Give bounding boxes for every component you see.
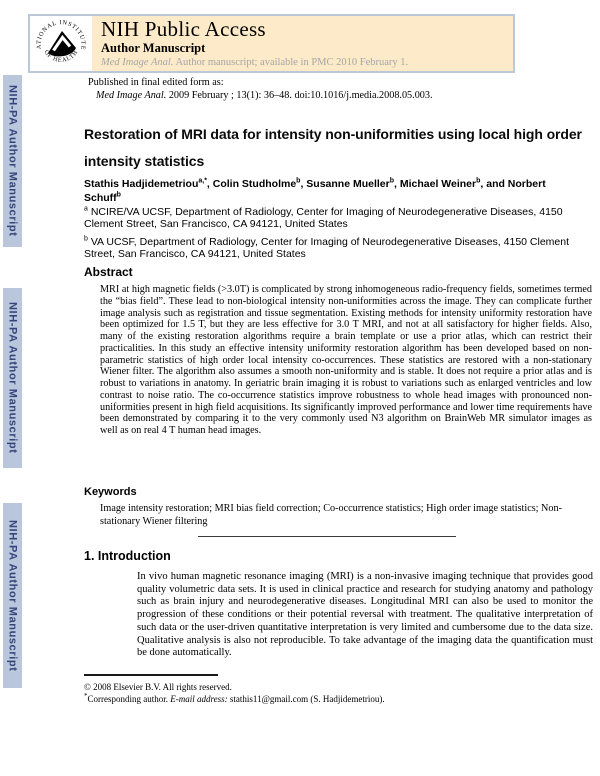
sidebar-watermark-label: NIH-PA Author Manuscript <box>6 85 19 237</box>
section-divider-line <box>198 536 456 537</box>
citation-line: Med Image Anal. 2009 February ; 13(1): 3… <box>96 89 433 102</box>
citation-details: 2009 February ; 13(1): 36–48. doi:10.101… <box>166 90 433 101</box>
keywords-text: Image intensity restoration; MRI bias fi… <box>100 503 562 527</box>
author-list: Stathis Hadjidemetrioua,*, Colin Studhol… <box>84 178 584 205</box>
footnote-block: © 2008 Elsevier B.V. All rights reserved… <box>84 682 564 705</box>
sidebar-watermark-label: NIH-PA Author Manuscript <box>6 519 19 672</box>
nih-header-banner: NATIONAL INSTITUTES OF HEALTH NIH Public… <box>28 14 515 73</box>
pmc-availability-line: Med Image Anal. Author manuscript; avail… <box>101 57 408 69</box>
pmc-journal-name: Med Image Anal. <box>101 57 174 68</box>
nih-seal-icon: NATIONAL INSTITUTES OF HEALTH <box>35 18 86 64</box>
affiliation-text: NCIRE/VA UCSF, Department of Radiology, … <box>84 206 563 230</box>
author-name: , Colin Studholme <box>206 178 297 190</box>
introduction-heading: 1. Introduction <box>84 549 171 563</box>
seal-mark <box>48 30 76 56</box>
footnote-rule <box>84 674 218 676</box>
author-affil-mark: a,* <box>198 177 207 185</box>
affiliation-mark: b <box>84 235 88 243</box>
sidebar-watermark-label: NIH-PA Author Manuscript <box>6 302 19 454</box>
article-title: Restoration of MRI data for intensity no… <box>84 126 582 169</box>
author-name: , and Norbert Schuff <box>84 178 546 204</box>
affiliation-a: a NCIRE/VA UCSF, Department of Radiology… <box>84 205 589 231</box>
affiliation-text: VA UCSF, Department of Radiology, Center… <box>84 236 570 260</box>
abstract-text: MRI at high magnetic fields (>3.0T) is c… <box>100 284 592 436</box>
header-titles: NIH Public Access Author Manuscript Med … <box>92 16 408 71</box>
abstract-heading: Abstract <box>84 265 133 279</box>
author-manuscript-subtitle: Author Manuscript <box>101 41 206 55</box>
footnote-asterisk: * <box>84 691 88 700</box>
published-block: Published in final edited form as: Med I… <box>88 76 433 102</box>
author-affil-mark: b <box>116 191 121 198</box>
affiliation-b: b VA UCSF, Department of Radiology, Cent… <box>84 235 589 261</box>
email-label: E-mail address: <box>170 693 228 704</box>
citation-journal: Med Image Anal. <box>96 90 167 101</box>
published-label: Published in final edited form as: <box>88 77 224 88</box>
sidebar-watermark-strip: NIH-PA Author Manuscript <box>3 75 22 247</box>
copyright-line: © 2008 Elsevier B.V. All rights reserved… <box>84 682 232 692</box>
sidebar-watermark-strip: NIH-PA Author Manuscript <box>3 288 22 468</box>
sidebar-watermark-strip: NIH-PA Author Manuscript <box>3 503 22 688</box>
author-affil-mark: b <box>476 177 481 185</box>
author-name: Stathis Hadjidemetriou <box>84 178 199 190</box>
pmc-availability-text: Author manuscript; available in PMC 2010… <box>173 57 409 68</box>
affiliation-mark: a <box>84 205 88 213</box>
author-name: , Susanne Mueller <box>300 178 390 190</box>
nih-seal-logo: NATIONAL INSTITUTES OF HEALTH <box>30 16 92 71</box>
email-value: stathis11@gmail.com (S. Hadjidemetriou). <box>227 693 385 704</box>
keywords-heading: Keywords <box>84 486 137 498</box>
nih-public-access-title: NIH Public Access <box>101 17 266 41</box>
author-affil-mark: b <box>296 177 301 185</box>
corresponding-author-line: *Corresponding author. E-mail address: s… <box>84 691 564 706</box>
corresponding-author-text: Corresponding author. <box>87 693 171 704</box>
author-name: , Michael Weiner <box>394 178 477 190</box>
author-affil-mark: b <box>389 177 395 185</box>
introduction-text: In vivo human magnetic resonance imaging… <box>137 571 593 659</box>
